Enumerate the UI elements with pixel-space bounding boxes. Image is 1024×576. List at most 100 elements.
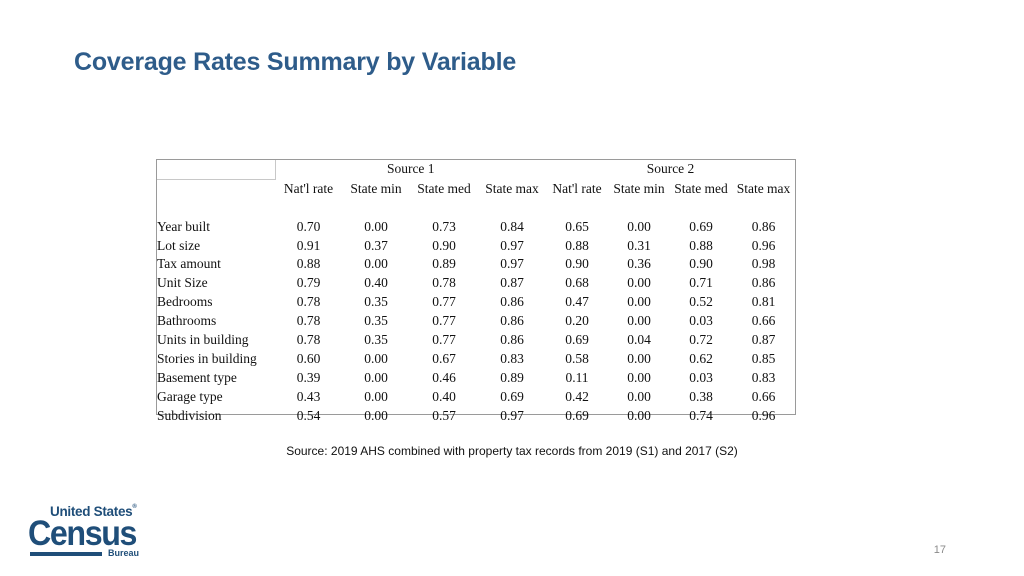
table-cell: 0.36 — [627, 256, 651, 272]
table-row: Subdivision 0.54 0.00 0.57 0.97 0.69 0.00 0.74 0… — [157, 407, 795, 426]
table-cell: 0.35 — [364, 313, 388, 329]
table-cell: 0.88 — [565, 237, 589, 253]
table-cell: 0.89 — [500, 369, 524, 385]
table-cell: 0.78 — [296, 332, 321, 348]
table-cell: 0.00 — [364, 351, 388, 367]
table-cell: 0.83 — [500, 351, 524, 367]
table-cell: 0.90 — [689, 256, 713, 272]
table-cell: 0.11 — [565, 369, 589, 385]
row-label: Basement type — [157, 369, 237, 385]
table-cell: 0.78 — [296, 294, 321, 310]
table-cell: 0.97 — [500, 407, 524, 423]
table-cell: 0.00 — [364, 218, 388, 234]
table-row: Bedrooms 0.78 0.35 0.77 0.86 0.47 0.00 0.52 0.81 — [157, 293, 795, 312]
table-cell: 0.78 — [296, 313, 321, 329]
column-header: State min — [613, 180, 665, 196]
table-cell: 0.72 — [689, 332, 713, 348]
table-row: Units in building 0.78 0.35 0.77 0.86 0.69 0.0… — [157, 331, 795, 350]
table-cell: 0.77 — [432, 332, 456, 348]
table-cell: 0.86 — [500, 313, 524, 329]
table-cell: 0.65 — [565, 218, 589, 234]
row-label: Units in building — [157, 332, 249, 348]
table-cell: 0.37 — [364, 237, 388, 253]
table-cell: 0.69 — [689, 218, 713, 234]
table-cell: 0.00 — [627, 351, 651, 367]
table-cell: 0.70 — [296, 218, 321, 234]
table-cell: 0.86 — [751, 218, 776, 234]
coverage-table-grid: Source 1 Source 2 Nat'l rate State min S… — [157, 160, 795, 426]
census-bureau-logo: United States® Census Bureau — [28, 504, 160, 560]
group-header-source-2: Source 2 — [646, 161, 695, 177]
page-number: 17 — [933, 544, 946, 556]
table-cell: 0.00 — [364, 369, 388, 385]
table-cell: 0.79 — [296, 275, 321, 291]
coverage-table: Source 1 Source 2 Nat'l rate State min S… — [156, 159, 796, 423]
table-cell: 0.88 — [296, 256, 321, 272]
table-cell: 0.60 — [296, 351, 321, 367]
table-cell: 0.74 — [689, 407, 713, 423]
table-cell: 0.00 — [364, 256, 388, 272]
table-cell: 0.78 — [432, 275, 456, 291]
table-cell: 0.04 — [627, 332, 651, 348]
table-row: Garage type 0.43 0.00 0.40 0.69 0.42 0.00 0.38 0… — [157, 388, 795, 407]
table-cell: 0.58 — [565, 351, 589, 367]
table-cell: 0.00 — [627, 388, 651, 404]
table-cell: 0.46 — [432, 369, 456, 385]
table-cell: 0.31 — [627, 237, 651, 253]
table-cell: 0.00 — [627, 313, 651, 329]
column-header: State med — [417, 180, 471, 196]
table-cell: 0.00 — [627, 275, 651, 291]
table-cell: 0.90 — [432, 237, 456, 253]
table-cell: 0.89 — [432, 256, 456, 272]
column-header: State max — [736, 180, 791, 196]
table-cell: 0.87 — [751, 332, 776, 348]
table-cell: 0.52 — [689, 294, 713, 310]
row-label: Bedrooms — [157, 294, 213, 310]
table-cell: 0.42 — [565, 388, 589, 404]
table-cell: 0.96 — [751, 237, 776, 253]
table-cell: 0.38 — [689, 388, 713, 404]
table-row: Bathrooms 0.78 0.35 0.77 0.86 0.20 0.00 0.03 0.6… — [157, 312, 795, 331]
table-body: Year built 0.70 0.00 0.73 0.84 0.65 0.00 0.69 0.… — [157, 218, 795, 426]
column-header-row: Nat'l rate State min State med State max… — [157, 179, 795, 198]
table-cell: 0.43 — [296, 388, 321, 404]
table-row: Stories in building 0.60 0.00 0.67 0.83 0.58 0… — [157, 350, 795, 369]
table-cell: 0.00 — [627, 407, 651, 423]
table-cell: 0.97 — [500, 256, 524, 272]
table-cell: 0.90 — [565, 256, 589, 272]
row-label: Tax amount — [157, 256, 221, 272]
source-caption: Source: 2019 AHS combined with property … — [286, 444, 738, 458]
table-cell: 0.62 — [689, 351, 713, 367]
row-label: Lot size — [157, 237, 201, 253]
table-cell: 0.87 — [500, 275, 524, 291]
slide-title: Coverage Rates Summary by Variable — [74, 48, 517, 76]
table-row: Unit Size 0.79 0.40 0.78 0.87 0.68 0.00 0.71 0.8… — [157, 274, 795, 293]
table-cell: 0.35 — [364, 332, 388, 348]
table-cell: 0.00 — [627, 369, 651, 385]
table-cell: 0.86 — [500, 294, 524, 310]
table-cell: 0.00 — [364, 407, 388, 423]
table-cell: 0.40 — [364, 275, 388, 291]
table-row: Lot size 0.91 0.37 0.90 0.97 0.88 0.31 0.88 0.96 — [157, 237, 795, 256]
row-label: Stories in building — [157, 351, 257, 367]
table-cell: 0.73 — [432, 218, 456, 234]
table-cell: 0.68 — [565, 275, 589, 291]
table-row: Basement type 0.39 0.00 0.46 0.89 0.11 0.00 0.0… — [157, 369, 795, 388]
group-header-source-1: Source 1 — [386, 161, 435, 177]
table-cell: 0.00 — [364, 388, 388, 404]
table-cell: 0.83 — [751, 369, 776, 385]
table-cell: 0.69 — [565, 332, 589, 348]
table-cell: 0.00 — [627, 218, 651, 234]
corner-cell — [157, 160, 276, 180]
group-header-row: Source 1 Source 2 — [157, 160, 795, 180]
table-cell: 0.03 — [689, 313, 713, 329]
table-cell: 0.47 — [565, 294, 589, 310]
table-cell: 0.67 — [432, 351, 456, 367]
table-cell: 0.35 — [364, 294, 388, 310]
table-cell: 0.54 — [296, 407, 321, 423]
table-cell: 0.86 — [500, 332, 524, 348]
table-cell: 0.03 — [689, 369, 713, 385]
table-cell: 0.96 — [751, 407, 776, 423]
column-header: State med — [674, 180, 728, 196]
row-label-header — [157, 179, 275, 198]
